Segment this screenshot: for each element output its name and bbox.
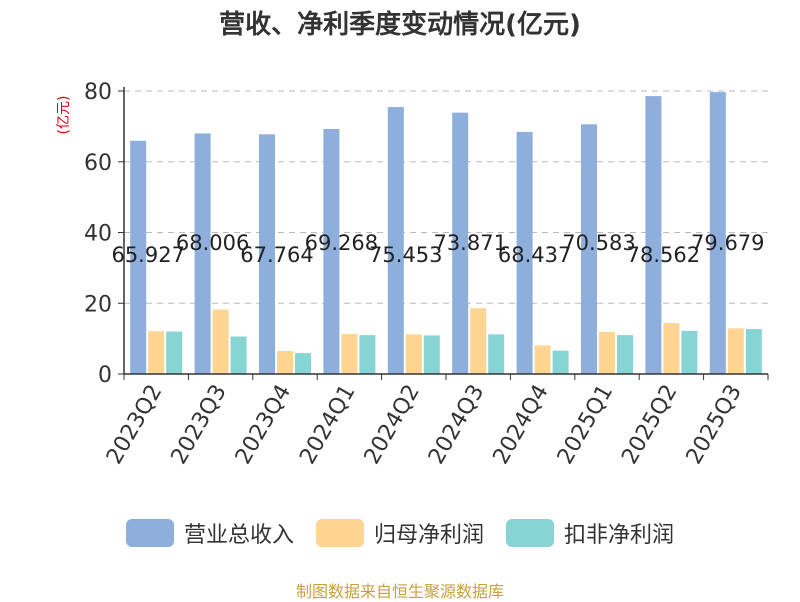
x-tick-label: 2024Q1 bbox=[295, 381, 360, 469]
bar-revenue bbox=[581, 124, 597, 374]
x-tick-label: 2023Q3 bbox=[166, 381, 231, 469]
bar-deducted-profit bbox=[230, 336, 247, 374]
data-label-revenue: 73.871 bbox=[433, 231, 506, 255]
legend-item-net-profit[interactable]: 归母净利润 bbox=[315, 517, 484, 549]
bar-deducted-profit bbox=[488, 334, 505, 374]
data-label-revenue: 79.679 bbox=[691, 231, 764, 255]
x-tick-label: 2024Q4 bbox=[488, 381, 553, 469]
x-tick-label: 2025Q1 bbox=[553, 381, 618, 469]
source-note: 制图数据来自恒生聚源数据库 bbox=[295, 582, 504, 601]
x-tick-label: 2025Q2 bbox=[617, 381, 682, 469]
legend: 营业总收入 归母净利润 扣非净利润 bbox=[0, 517, 800, 549]
x-tick-label: 2025Q3 bbox=[682, 381, 747, 469]
bar-deducted-profit bbox=[617, 335, 633, 374]
bar-deducted-profit bbox=[295, 353, 311, 374]
bar-net-profit bbox=[599, 331, 615, 374]
bar-deducted-profit bbox=[359, 335, 376, 374]
bar-net-profit bbox=[534, 345, 551, 374]
legend-item-revenue[interactable]: 营业总收入 bbox=[125, 517, 294, 549]
data-label-revenue: 69.268 bbox=[305, 231, 378, 255]
data-label-revenue: 68.006 bbox=[176, 231, 249, 255]
labels-layer: 65.92768.00667.76469.26875.45373.87168.4… bbox=[111, 231, 764, 267]
bar-revenue bbox=[387, 107, 404, 374]
bar-deducted-profit bbox=[166, 331, 183, 374]
legend-label-deducted-profit: 扣非净利润 bbox=[564, 523, 675, 548]
bar-net-profit bbox=[148, 331, 165, 374]
legend-item-deducted-profit[interactable]: 扣非净利润 bbox=[506, 517, 674, 549]
chart-title: 营收、净利季度变动情况(亿元) bbox=[219, 10, 581, 40]
bar-revenue bbox=[709, 92, 726, 375]
x-tick-label: 2024Q3 bbox=[424, 381, 489, 469]
legend-label-revenue: 营业总收入 bbox=[183, 523, 294, 548]
x-tick-label: 2024Q2 bbox=[360, 381, 425, 469]
data-label-revenue: 78.562 bbox=[627, 243, 700, 267]
y-tick-label: 80 bbox=[84, 80, 112, 105]
y-axis-unit-label: (亿元) bbox=[56, 96, 72, 135]
bar-revenue bbox=[516, 131, 533, 374]
legend-swatch-revenue bbox=[125, 519, 174, 547]
data-label-revenue: 70.583 bbox=[562, 231, 635, 255]
grid-layer bbox=[124, 90, 768, 304]
bar-deducted-profit bbox=[423, 335, 440, 374]
bar-revenue bbox=[194, 133, 211, 374]
bar-deducted-profit bbox=[681, 330, 698, 374]
legend-label-net-profit: 归母净利润 bbox=[373, 523, 484, 548]
data-label-revenue: 65.927 bbox=[111, 243, 184, 267]
y-tick-label: 0 bbox=[98, 363, 112, 388]
bars-layer bbox=[130, 92, 762, 375]
bar-revenue bbox=[259, 134, 275, 374]
bar-net-profit bbox=[727, 328, 744, 374]
bar-net-profit bbox=[212, 309, 229, 374]
legend-swatch-deducted-profit bbox=[506, 519, 554, 547]
x-tick-label: 2023Q2 bbox=[102, 381, 167, 469]
bar-revenue bbox=[130, 140, 147, 374]
bar-net-profit bbox=[470, 308, 487, 374]
data-label-revenue: 67.764 bbox=[240, 243, 313, 267]
bar-revenue bbox=[645, 96, 662, 375]
data-label-revenue: 75.453 bbox=[369, 243, 442, 267]
bar-revenue bbox=[452, 112, 469, 374]
bar-deducted-profit bbox=[745, 329, 762, 374]
y-tick-label: 60 bbox=[84, 151, 112, 176]
bar-net-profit bbox=[277, 351, 293, 374]
x-tick-label: 2023Q4 bbox=[231, 381, 296, 469]
data-label-revenue: 68.437 bbox=[498, 243, 571, 267]
y-tick-label: 40 bbox=[84, 222, 112, 247]
bar-net-profit bbox=[405, 334, 422, 374]
bar-deducted-profit bbox=[552, 350, 569, 374]
bar-revenue bbox=[323, 128, 340, 374]
bar-net-profit bbox=[341, 334, 358, 374]
bar-net-profit bbox=[663, 323, 680, 374]
legend-swatch-net-profit bbox=[315, 519, 364, 547]
y-tick-label: 20 bbox=[84, 292, 112, 317]
